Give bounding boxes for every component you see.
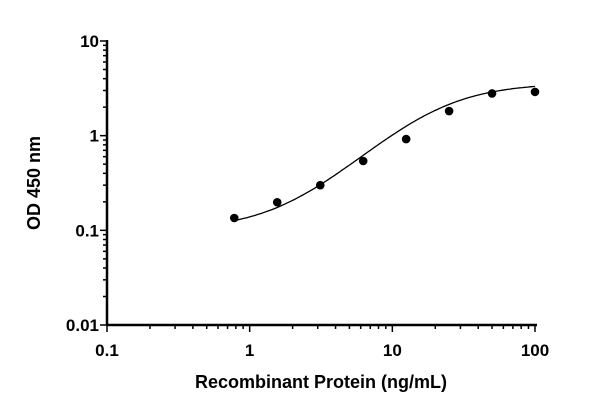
x-tick-label: 100 xyxy=(521,341,549,360)
data-point xyxy=(401,134,411,144)
x-axis-title: Recombinant Protein (ng/mL) xyxy=(195,372,447,392)
data-point xyxy=(229,213,239,223)
data-points xyxy=(229,87,540,223)
y-tick-label: 0.1 xyxy=(75,221,99,240)
axes: 0.1 1 10 100 0.01 0.1 1 10 xyxy=(66,32,549,360)
fitted-curve xyxy=(234,85,536,222)
y-axis-title: OD 450 nm xyxy=(24,136,44,230)
y-tick-label: 10 xyxy=(80,32,99,51)
x-tick-label: 0.1 xyxy=(95,341,119,360)
y-tick-label: 1 xyxy=(90,127,99,146)
x-tick-label: 10 xyxy=(383,341,402,360)
data-point xyxy=(444,106,454,116)
data-point xyxy=(272,197,282,207)
data-point xyxy=(358,156,368,166)
data-point xyxy=(530,87,540,97)
y-tick-label: 0.01 xyxy=(66,316,99,335)
data-point xyxy=(315,180,325,190)
x-tick-label: 1 xyxy=(245,341,254,360)
data-point xyxy=(487,89,497,98)
